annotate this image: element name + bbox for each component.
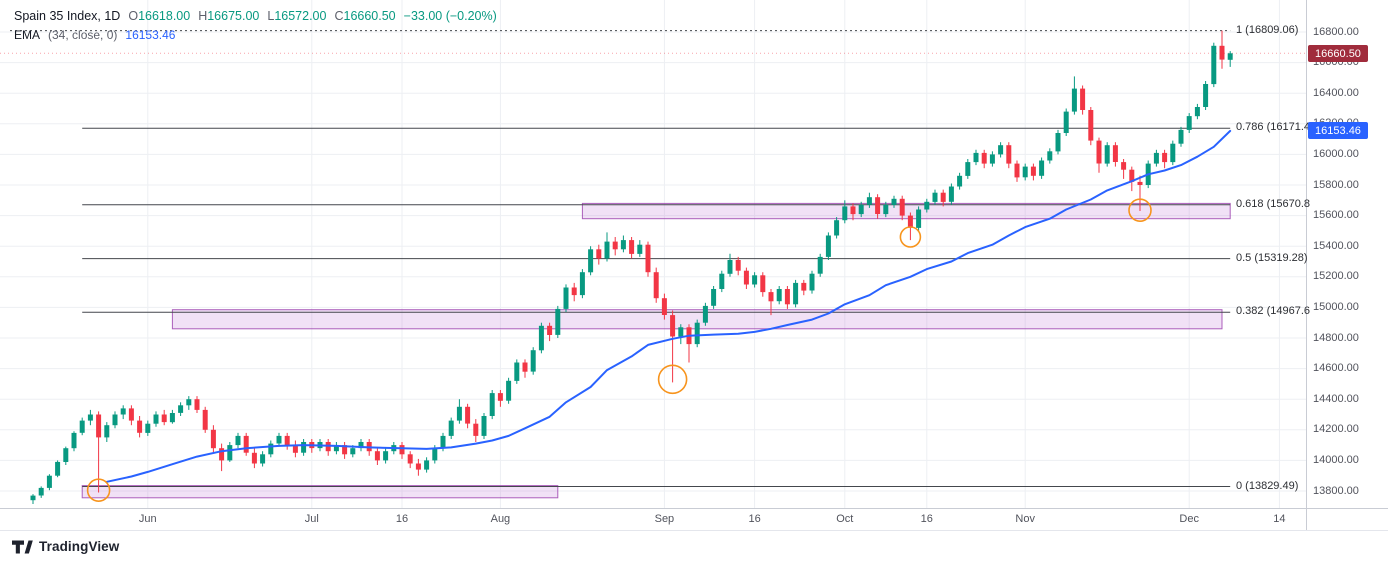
ohlc-close-key: C [334,8,344,23]
legend-indicator-row: EMA (34, close, 0) 16153.46 [14,25,497,44]
time-axis-separator [0,508,1388,509]
markers-layer[interactable] [86,198,1152,503]
symbol-title[interactable]: Spain 35 Index, 1D [14,8,121,23]
time-tick-label: 16 [920,513,933,525]
time-axis[interactable]: Jun Jul 16 Aug Sep 16 Oct 16 Nov Dec 14 [0,509,1388,530]
time-tick-label: 16 [395,513,409,525]
highlight-circle[interactable] [657,364,688,395]
price-tick-label: 14800.00 [1313,331,1359,344]
price-tick-label: 16000.00 [1313,147,1359,160]
ema-line[interactable] [105,129,1232,483]
footer-separator [0,530,1388,531]
ohlc-close: C16660.50 [334,9,395,23]
price-tick-label: 15600.00 [1313,209,1359,222]
highlight-circle[interactable] [899,226,922,248]
indicator-value: 16153.46 [125,27,176,42]
last-price-badge: 16660.50 [1308,44,1368,62]
zone-rect[interactable] [581,202,1231,220]
candles-layer[interactable] [30,30,1233,504]
price-tick-label: 15400.00 [1313,239,1359,252]
zone-rect[interactable] [81,485,559,499]
brand-name: TradingView [39,539,120,554]
ohlc-high: H16675.00 [198,9,259,23]
time-tick-label: Jul [304,513,319,525]
ohlc-open-value: 16618.00 [138,8,191,23]
time-tick-label: 14 [1273,513,1286,525]
time-tick-label: Sep [654,513,675,525]
time-tick-label: Oct [836,513,854,525]
time-tick-label: 16 [748,513,761,525]
ohlc-low-value: 16572.00 [274,8,327,23]
highlight-circle[interactable] [1128,198,1152,222]
ohlc-open: O16618.00 [128,9,190,23]
indicator-params: (34, close, 0) [48,27,118,42]
tradingview-logo-icon [12,540,33,553]
price-tick-label: 13800.00 [1313,484,1359,497]
legend-symbol-row: Spain 35 Index, 1D O16618.00 H16675.00 L… [14,6,497,25]
time-tick-label: Dec [1179,513,1199,525]
price-tick-label: 16400.00 [1313,86,1359,99]
ohlc-low-key: L [267,8,275,23]
change-value: −33.00 (−0.20%) [403,8,497,23]
fib-level-label[interactable]: 1 (16809.06) [1236,23,1299,36]
ohlc-high-value: 16675.00 [207,8,260,23]
price-tick-label: 14600.00 [1313,362,1359,375]
time-tick-label: Jun [138,513,157,525]
ema-badge: 16153.46 [1308,122,1368,140]
legend: Spain 35 Index, 1D O16618.00 H16675.00 L… [14,6,497,44]
fib-level-label[interactable]: 0.382 (14967.6 [1236,305,1311,318]
price-tick-label: 16800.00 [1313,25,1359,38]
price-tick-label: 15800.00 [1313,178,1359,191]
fib-level-label[interactable]: 0 (13829.49) [1236,479,1299,492]
price-tick-label: 15200.00 [1313,270,1359,283]
price-tick-label: 15000.00 [1313,300,1359,313]
price-axis[interactable]: 16660.50 16153.46 16800.00 16600.00 16400.… [1307,0,1388,508]
chart-canvas[interactable] [0,0,1306,508]
fib-level-label[interactable]: 0.618 (15670.8 [1236,197,1311,210]
grid-layer [0,0,1306,508]
price-tick-label: 14400.00 [1313,392,1359,405]
indicator-name[interactable]: EMA [14,27,41,42]
footer-logo[interactable]: TradingView [12,539,119,554]
fib-level-label[interactable]: 0.786 (16171.4 [1236,121,1311,134]
price-tick-label: 14200.00 [1313,423,1359,436]
ohlc-low: L16572.00 [267,9,326,23]
highlight-circle[interactable] [86,478,111,503]
fib-retracement[interactable] [10,30,1231,487]
fib-level-label[interactable]: 0.5 (15319.28) [1236,251,1308,264]
supply-demand-zones[interactable] [81,202,1231,499]
price-tick-label: 14000.00 [1313,453,1359,466]
ohlc-open-key: O [128,8,139,23]
time-tick-label: Aug [490,513,511,525]
ohlc-high-key: H [198,8,208,23]
price-axis-separator [1306,0,1307,530]
ohlc-close-value: 16660.50 [343,8,396,23]
time-tick-label: Nov [1015,513,1035,525]
